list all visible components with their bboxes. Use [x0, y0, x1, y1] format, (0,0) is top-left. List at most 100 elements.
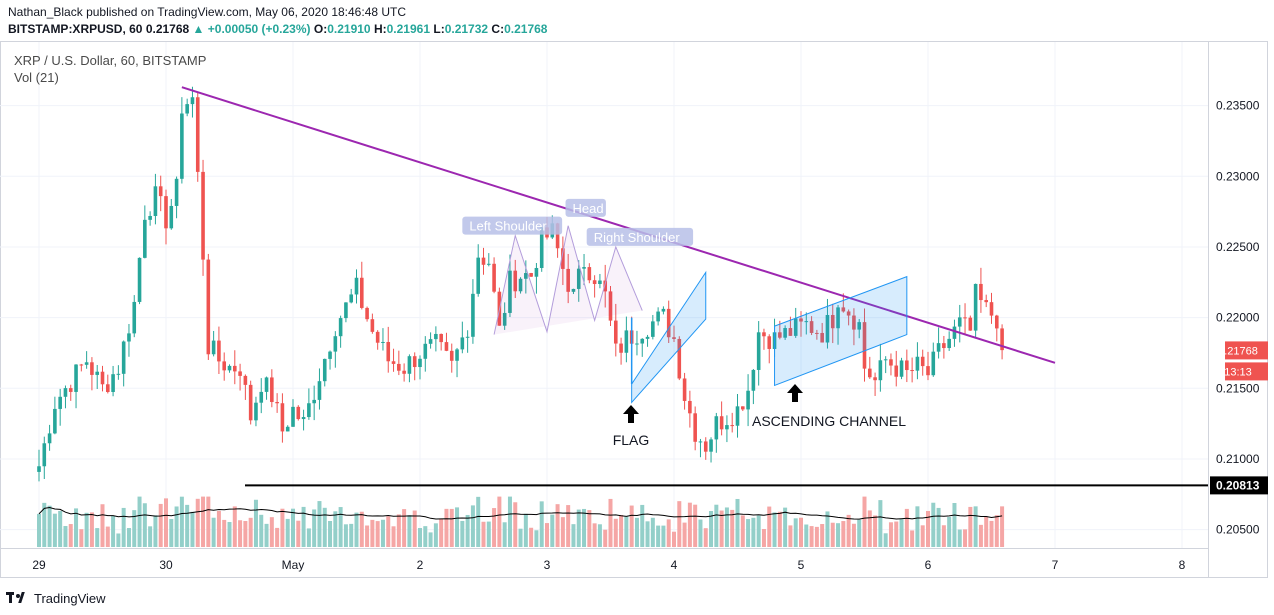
volume-bar — [703, 528, 708, 547]
author-name[interactable]: Nathan_Black — [8, 5, 83, 19]
volume-bar — [148, 526, 153, 547]
candle-body — [259, 391, 264, 403]
volume-bar — [672, 531, 676, 547]
candle-body — [624, 330, 629, 353]
volume-bar — [238, 520, 243, 547]
volume-bar — [756, 515, 761, 547]
x-tick-label: 8 — [1179, 558, 1186, 572]
candle-body — [693, 413, 697, 442]
candle-body — [434, 333, 438, 340]
candle-body — [169, 205, 174, 229]
candle-body — [338, 318, 343, 337]
candle-body — [672, 337, 676, 339]
volume-bar — [412, 510, 417, 547]
volume-bar — [216, 510, 221, 547]
volume-bar — [904, 508, 909, 547]
volume-bar — [883, 533, 888, 547]
volume-bar — [650, 517, 655, 547]
y-tick-label: 0.21500 — [1216, 381, 1260, 395]
volume-bar — [296, 520, 301, 547]
candle-body — [53, 408, 57, 434]
volume-bar — [190, 511, 195, 547]
candle-body — [846, 311, 851, 316]
candle-body — [725, 425, 729, 430]
candle-body — [651, 321, 655, 337]
candle-body — [132, 301, 137, 334]
volume-bar — [365, 525, 370, 547]
candle-body — [328, 351, 332, 359]
volume-bar — [227, 522, 232, 547]
volume-bar — [328, 520, 333, 547]
volume-bar — [291, 508, 295, 547]
volume-bar — [402, 509, 407, 547]
volume-bar — [698, 519, 703, 547]
volume-bar — [926, 510, 930, 547]
volume-bar — [153, 515, 158, 547]
candle-body — [926, 366, 930, 376]
descending-trendline — [181, 86, 1056, 364]
volume-bar — [793, 518, 798, 547]
volume-bar — [523, 513, 528, 547]
volume-bar — [121, 507, 126, 547]
volume-bar — [206, 496, 211, 547]
volume-bar — [730, 509, 735, 547]
volume-bar — [502, 522, 507, 547]
candle-body — [508, 270, 512, 313]
volume-bar — [788, 525, 793, 547]
candle-body — [428, 339, 433, 344]
volume-bar — [37, 513, 41, 547]
candle-body — [603, 280, 608, 292]
candle-body — [889, 359, 893, 366]
candle-body — [598, 280, 602, 285]
volume-bar — [846, 514, 851, 547]
volume-bar — [306, 528, 311, 547]
tradingview-brand[interactable]: TradingView — [34, 590, 106, 606]
head-label: Head — [573, 201, 604, 216]
candle-body — [232, 365, 237, 372]
candle-body — [105, 384, 110, 392]
volume-bar — [280, 508, 285, 547]
candle-body — [397, 363, 401, 371]
candle-body — [1000, 328, 1004, 351]
volume-bar — [116, 533, 121, 547]
volume-bar — [529, 527, 534, 547]
volume-bar — [164, 498, 168, 547]
candle-body — [285, 426, 290, 432]
candle-body — [878, 360, 883, 381]
candle-body — [915, 356, 920, 371]
candle-body — [587, 267, 592, 281]
candle-body — [471, 293, 475, 337]
volume-bar — [894, 521, 899, 547]
volume-bar — [338, 507, 343, 547]
candle-body — [852, 315, 856, 330]
volume-bar — [814, 526, 819, 547]
candle-body — [381, 341, 385, 343]
candle-body — [264, 377, 269, 392]
last-price-label: 0.21768 — [1218, 345, 1258, 357]
volume-bar — [95, 528, 100, 547]
volume-bar — [592, 523, 597, 547]
volume-bar — [264, 523, 269, 547]
candle-body — [825, 314, 830, 343]
volume-bar — [444, 508, 449, 547]
volume-bar — [418, 528, 422, 547]
volume-bar — [931, 502, 936, 547]
volume-bar — [910, 530, 915, 547]
volume-bar — [571, 524, 576, 547]
candle-body — [63, 388, 68, 397]
volume-bar — [555, 504, 560, 547]
volume-bar — [232, 506, 237, 547]
candle-body — [984, 300, 989, 303]
flag-label: FLAG — [613, 432, 650, 448]
candle-body — [47, 433, 52, 444]
symbol-label: BITSTAMP:XRPUSD, 60 — [8, 22, 143, 36]
volume-bar — [783, 507, 788, 547]
candle-body — [746, 390, 750, 410]
volume-bar — [195, 498, 200, 547]
volume-bar — [724, 507, 729, 547]
volume-bar — [767, 506, 772, 547]
candle-body — [100, 371, 105, 385]
volume-bar — [375, 521, 380, 547]
candle-body — [143, 219, 147, 258]
